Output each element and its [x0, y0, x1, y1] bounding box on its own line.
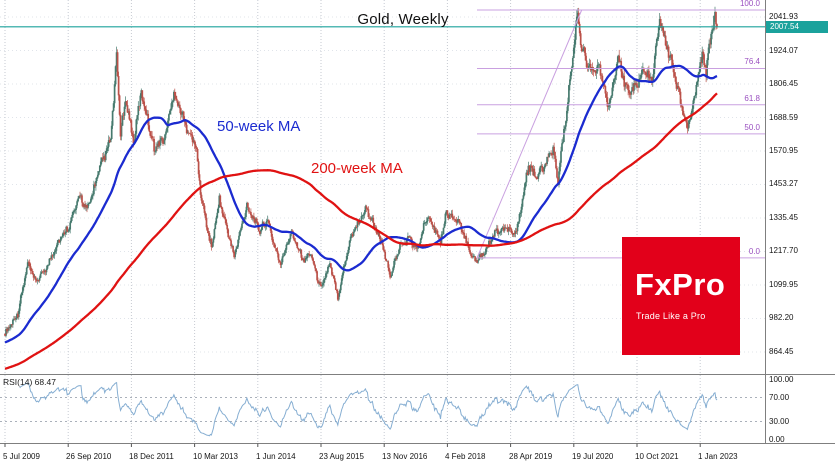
fib-level-label[interactable]: 61.8 [744, 94, 760, 103]
price-axis-label: 1099.95 [769, 280, 798, 289]
time-axis-label: 1 Jun 2014 [256, 452, 296, 461]
rsi-axis-label: 100.00 [769, 375, 794, 384]
time-axis-label: 26 Sep 2010 [66, 452, 112, 461]
price-axis-label: 1688.59 [769, 113, 798, 122]
time-axis-label: 4 Feb 2018 [445, 452, 486, 461]
price-axis-label: 982.20 [769, 313, 794, 322]
time-axis-label: 5 Jul 2009 [3, 452, 40, 461]
fib-level-label[interactable]: 50.0 [744, 123, 760, 132]
price-axis[interactable]: 2041.93 1924.07 1806.45 1688.59 1570.95 1453.… [766, 0, 835, 470]
price-axis-label: 1453.27 [769, 179, 798, 188]
fib-level-label[interactable]: 100.0 [739, 0, 760, 8]
price-axis-label: 1335.45 [769, 213, 798, 222]
time-axis-label: 28 Apr 2019 [509, 452, 553, 461]
time-axis-label: 1 Jan 2023 [698, 452, 738, 461]
chart-title: Gold, Weekly [357, 11, 449, 28]
current-price-badge: 2007.54 [766, 21, 828, 33]
time-axis-label: 23 Aug 2015 [319, 452, 364, 461]
fxpro-logo-brand-text: FxPro [635, 267, 726, 302]
price-axis-label: 1570.95 [769, 146, 798, 155]
time-axis-label: 19 Jul 2020 [572, 452, 614, 461]
rsi-axis-label: 0.00 [769, 435, 785, 444]
fxpro-logo-tagline: Trade Like a Pro [636, 311, 706, 321]
ma50-annotation: 50-week MA [217, 118, 301, 135]
time-axis-label: 10 Oct 2021 [635, 452, 679, 461]
fib-level-label[interactable]: 76.4 [744, 57, 760, 66]
time-axis-label: 13 Nov 2016 [382, 452, 428, 461]
time-axis[interactable]: 5 Jul 2009 26 Sep 2010 18 Dec 2011 10 Mar 2… [0, 444, 766, 470]
price-axis-label: 2041.93 [769, 12, 798, 21]
rsi-axis-label: 30.00 [769, 417, 790, 426]
rsi-axis-label: 70.00 [769, 393, 790, 402]
price-axis-label: 1806.45 [769, 79, 798, 88]
price-axis-label: 1217.70 [769, 246, 798, 255]
time-axis-label: 18 Dec 2011 [129, 452, 174, 461]
ma200-annotation: 200-week MA [311, 160, 403, 177]
price-axis-label: 1924.07 [769, 46, 798, 55]
time-axis-label: 10 Mar 2013 [193, 452, 238, 461]
fib-level-label[interactable]: 0.0 [748, 247, 760, 256]
price-axis-label: 864.45 [769, 347, 794, 356]
rsi-indicator-label: RSI(14) 68.47 [3, 377, 56, 387]
fxpro-logo: FxPro Trade Like a Pro [622, 237, 740, 355]
